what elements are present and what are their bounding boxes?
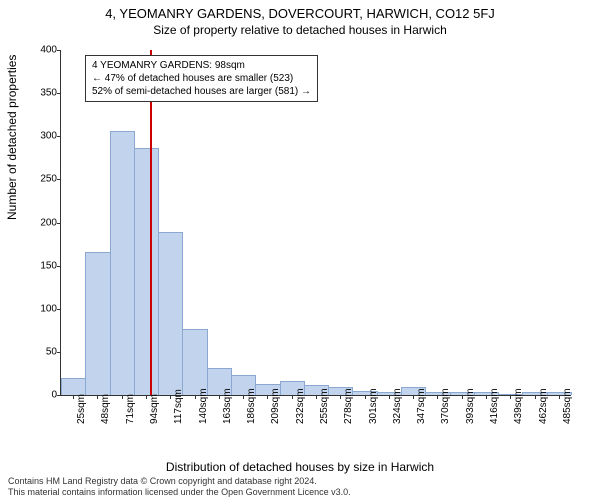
xtick-mark [510, 395, 511, 399]
xtick-mark [316, 395, 317, 399]
ytick-label: 200 [23, 217, 57, 228]
xtick-mark [219, 395, 220, 399]
ytick-mark [57, 309, 61, 310]
ytick-label: 50 [23, 346, 57, 357]
xtick-mark [365, 395, 366, 399]
xtick-label: 25sqm [76, 394, 87, 424]
info-box-line1: 4 YEOMANRY GARDENS: 98sqm [92, 59, 311, 72]
xtick-mark [73, 395, 74, 399]
xtick-mark [535, 395, 536, 399]
ytick-label: 350 [23, 88, 57, 99]
ytick-mark [57, 93, 61, 94]
xtick-mark [146, 395, 147, 399]
ytick-label: 400 [23, 45, 57, 56]
xtick-label: 94sqm [149, 394, 160, 424]
ytick-mark [57, 266, 61, 267]
footer-attribution: Contains HM Land Registry data © Crown c… [8, 476, 351, 498]
ytick-mark [57, 352, 61, 353]
xtick-mark [413, 395, 414, 399]
xtick-label: 48sqm [100, 394, 111, 424]
xtick-mark [243, 395, 244, 399]
xtick-mark [559, 395, 560, 399]
ytick-mark [57, 395, 61, 396]
xtick-label: 71sqm [125, 394, 136, 424]
xtick-mark [462, 395, 463, 399]
xtick-mark [170, 395, 171, 399]
xtick-mark [267, 395, 268, 399]
chart-title: 4, YEOMANRY GARDENS, DOVERCOURT, HARWICH… [0, 0, 600, 21]
ytick-mark [57, 136, 61, 137]
ytick-mark [57, 50, 61, 51]
info-box-line3: 52% of semi-detached houses are larger (… [92, 85, 311, 98]
ytick-label: 250 [23, 174, 57, 185]
xtick-mark [292, 395, 293, 399]
xtick-mark [195, 395, 196, 399]
footer-line1: Contains HM Land Registry data © Crown c… [8, 476, 351, 487]
xtick-mark [437, 395, 438, 399]
histogram-bar [85, 252, 110, 395]
histogram-bar [134, 148, 159, 395]
histogram-bar [182, 329, 207, 395]
plot-area: 05010015020025030035040025sqm48sqm71sqm9… [60, 50, 571, 396]
xtick-mark [486, 395, 487, 399]
ytick-label: 0 [23, 390, 57, 401]
ytick-label: 100 [23, 303, 57, 314]
histogram-bar [158, 232, 183, 395]
xtick-mark [340, 395, 341, 399]
y-axis-label: Number of detached properties [5, 55, 19, 220]
info-box-line2: ← 47% of detached houses are smaller (52… [92, 72, 311, 85]
ytick-mark [57, 223, 61, 224]
histogram-bar [61, 378, 86, 395]
info-box: 4 YEOMANRY GARDENS: 98sqm← 47% of detach… [85, 55, 318, 102]
x-axis-label: Distribution of detached houses by size … [0, 460, 600, 474]
xtick-mark [389, 395, 390, 399]
chart-container: 4, YEOMANRY GARDENS, DOVERCOURT, HARWICH… [0, 0, 600, 500]
ytick-mark [57, 179, 61, 180]
xtick-mark [97, 395, 98, 399]
ytick-label: 150 [23, 260, 57, 271]
chart-subtitle: Size of property relative to detached ho… [0, 21, 600, 37]
histogram-bar [110, 131, 135, 395]
xtick-label: 485sqm [562, 388, 573, 424]
ytick-label: 300 [23, 131, 57, 142]
footer-line2: This material contains information licen… [8, 487, 351, 498]
xtick-mark [122, 395, 123, 399]
